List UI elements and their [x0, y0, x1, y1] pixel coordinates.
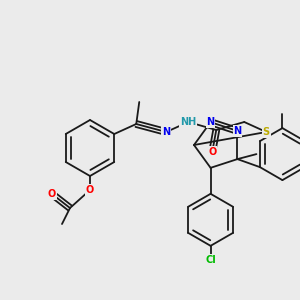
Text: O: O: [208, 147, 216, 157]
Text: N: N: [206, 117, 214, 127]
Text: N: N: [162, 127, 170, 137]
Text: S: S: [263, 127, 270, 137]
Text: N: N: [233, 126, 242, 136]
Text: Cl: Cl: [205, 255, 216, 265]
Text: O: O: [48, 189, 56, 199]
Text: NH: NH: [180, 117, 196, 127]
Text: O: O: [86, 185, 94, 195]
